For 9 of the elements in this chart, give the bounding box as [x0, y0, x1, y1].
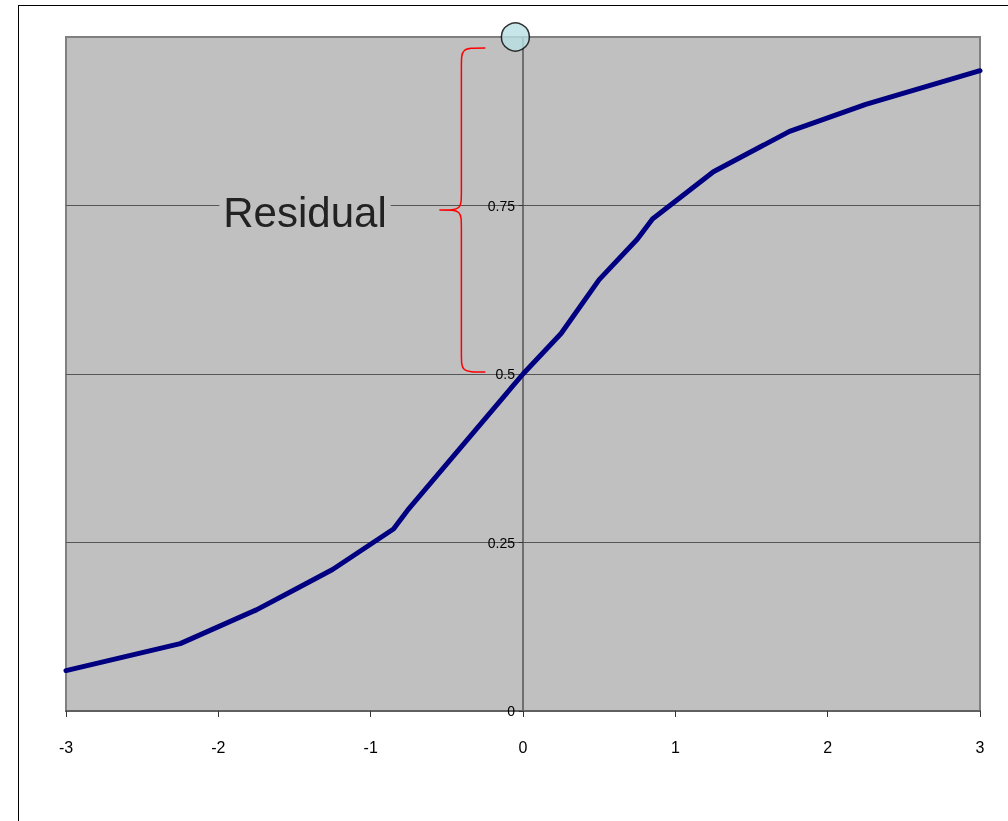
- x-tick-label: -3: [58, 738, 74, 756]
- x-tick-label: 3: [975, 738, 985, 756]
- annotation: Residual: [223, 188, 387, 236]
- x-tick-label: 2: [823, 738, 833, 756]
- x-tick-label: -2: [211, 738, 226, 756]
- x-tick-label: 1: [670, 738, 680, 756]
- x-tick-label: 0: [518, 738, 528, 756]
- x-tick-label: -1: [363, 738, 378, 756]
- y-tick-label: 0: [507, 703, 516, 719]
